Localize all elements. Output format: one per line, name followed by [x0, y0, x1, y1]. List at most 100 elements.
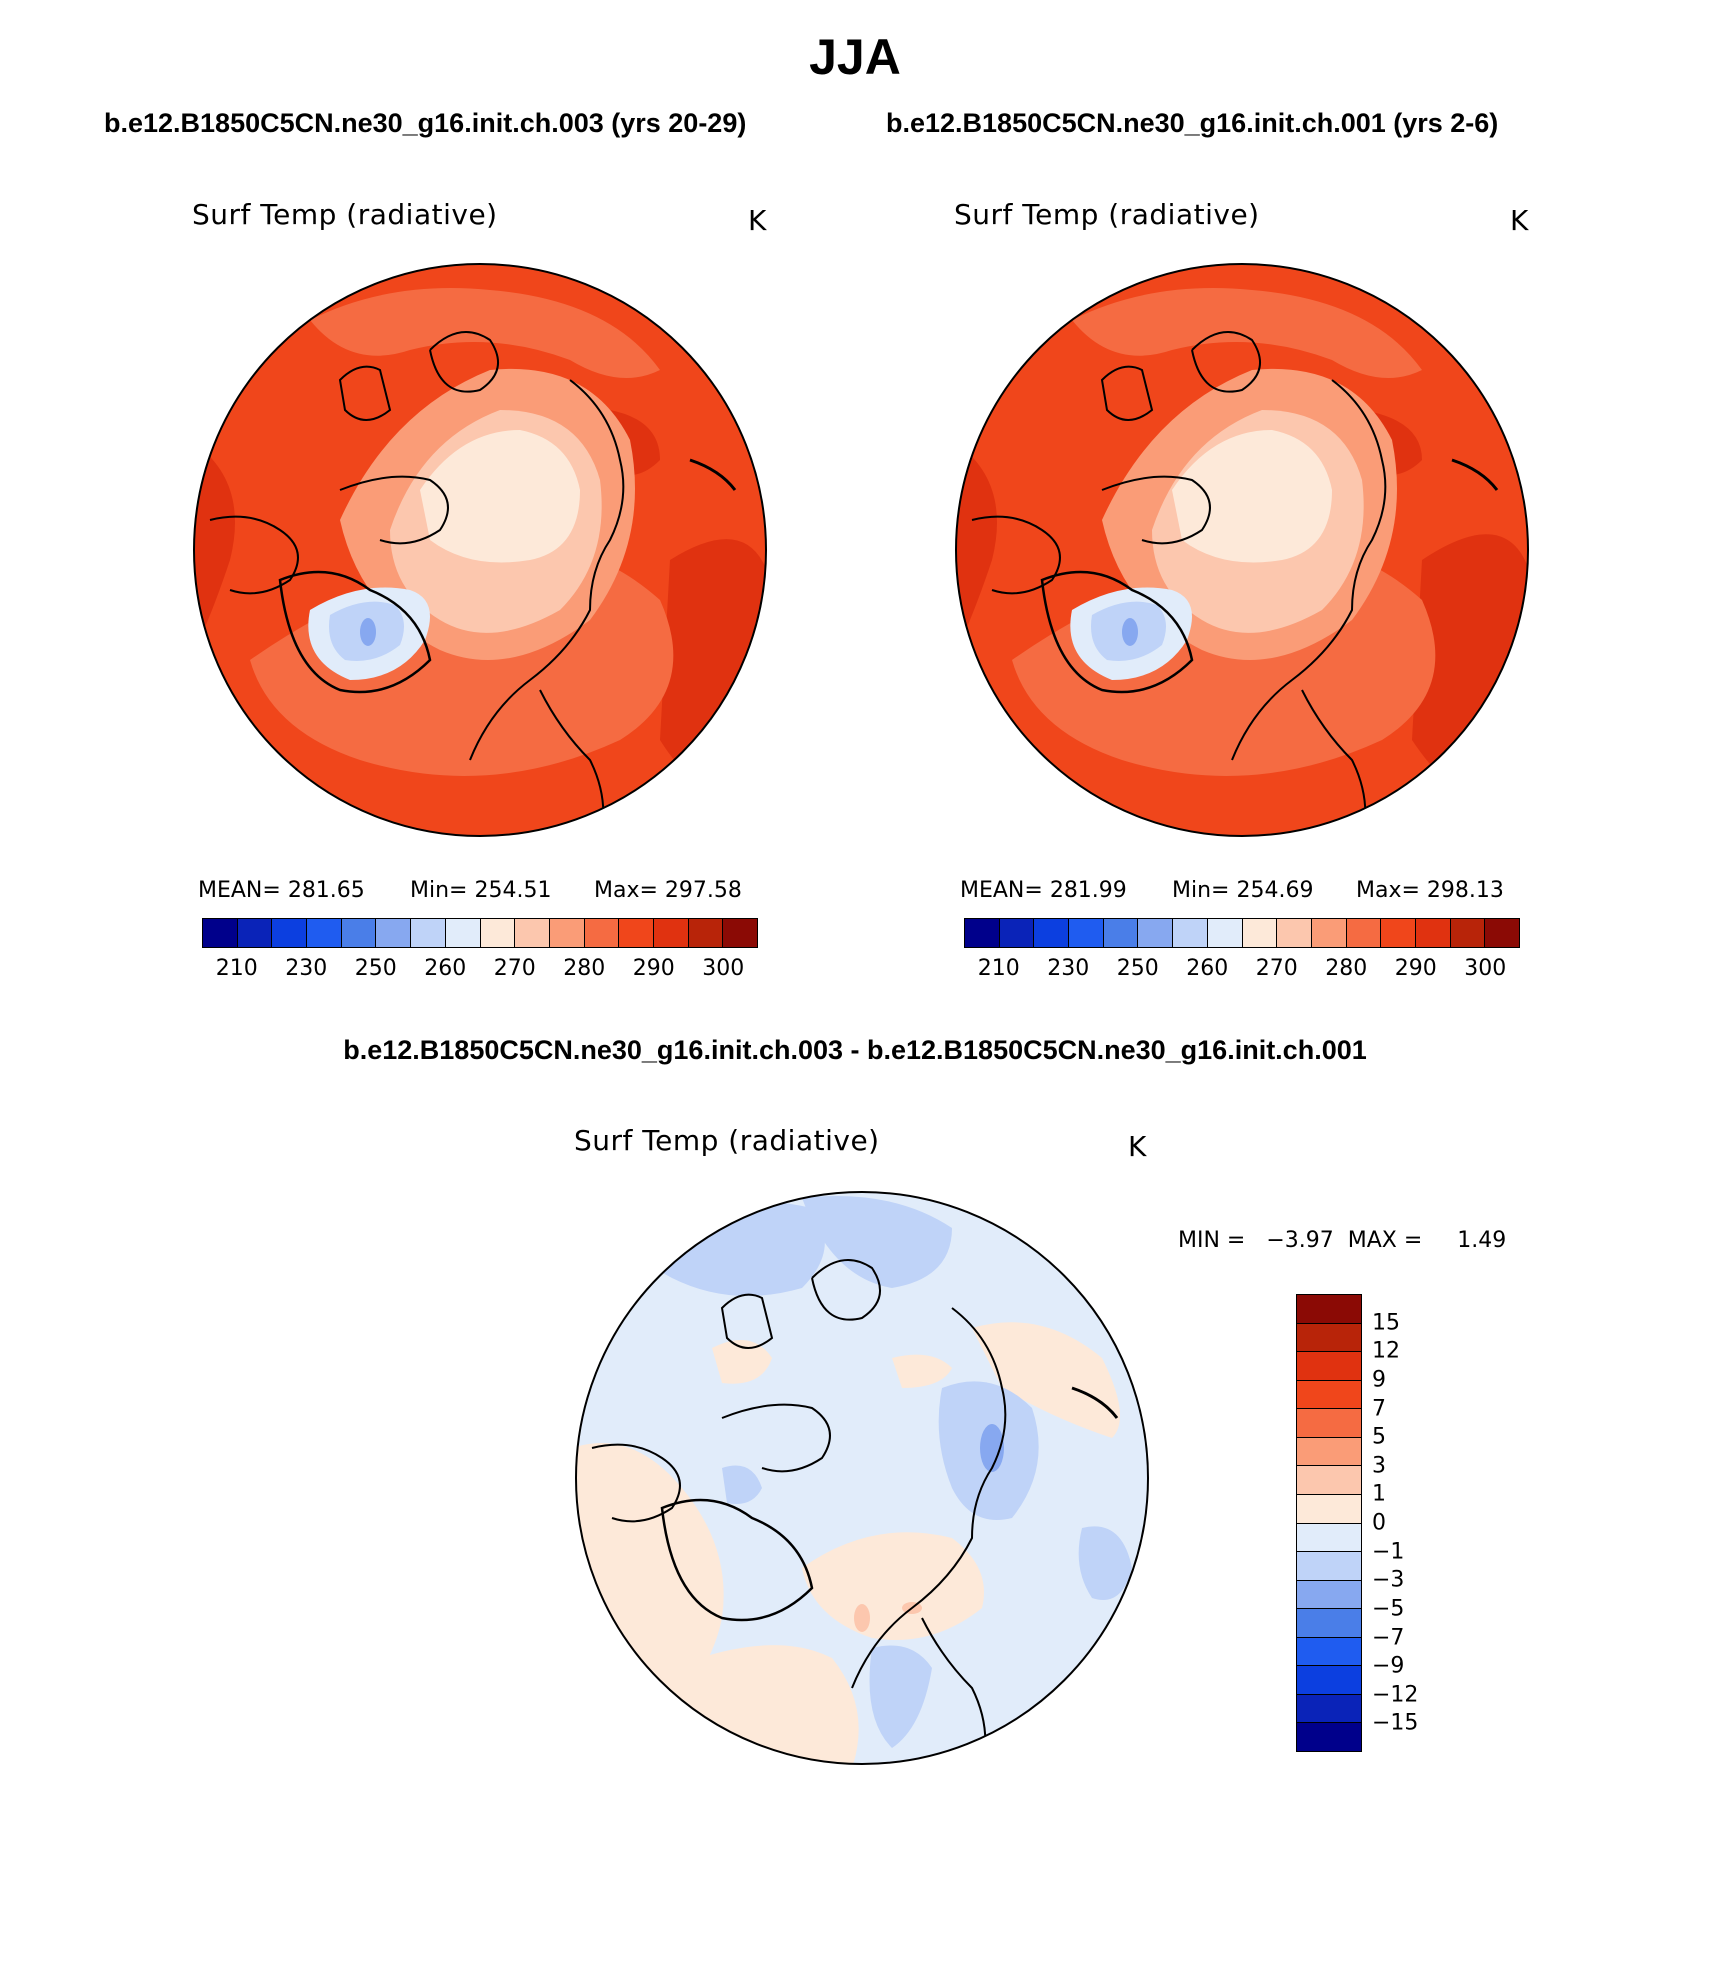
- panel2-case-label: b.e12.B1850C5CN.ne30_g16.init.ch.001 (yr…: [886, 108, 1499, 138]
- colorbar-tick-label: 3: [1372, 1453, 1386, 1479]
- colorbar-tick-label: 280: [563, 956, 606, 981]
- colorbar-segment: [1297, 1666, 1361, 1695]
- colorbar-segment: [1297, 1494, 1361, 1524]
- colorbar-segment: [1297, 1437, 1361, 1467]
- colorbar-segment: [965, 919, 1000, 947]
- colorbar-segment: [1297, 1466, 1361, 1495]
- colorbar-segment: [480, 919, 516, 947]
- colorbar-tick-label: 15: [1372, 1310, 1400, 1336]
- colorbar-segment: [549, 919, 585, 947]
- panel2-max: Max= 298.13: [1356, 878, 1504, 903]
- colorbar-tick-label: 210: [977, 956, 1020, 981]
- panel1-mean: MEAN= 281.65: [198, 878, 365, 903]
- panel2-colorbar: [964, 918, 1520, 948]
- colorbar-tick-label: −9: [1372, 1653, 1405, 1679]
- colorbar-segment: [1311, 919, 1347, 947]
- colorbar-segment: [1297, 1323, 1361, 1353]
- colorbar-segment: [1297, 1694, 1361, 1724]
- colorbar-segment: [1297, 1409, 1361, 1438]
- panel1-case-label: b.e12.B1850C5CN.ne30_g16.init.ch.003 (yr…: [104, 108, 747, 138]
- colorbar-segment: [203, 919, 238, 947]
- panel1-colorbar: [202, 918, 758, 948]
- colorbar-tick-label: 300: [1464, 956, 1507, 981]
- colorbar-segment: [341, 919, 377, 947]
- colorbar-segment: [653, 919, 689, 947]
- colorbar-segment: [1297, 1552, 1361, 1581]
- colorbar-segment: [237, 919, 273, 947]
- diff-units-label: K: [1128, 1130, 1147, 1163]
- colorbar-segment: [1450, 919, 1486, 947]
- panel1-polar-map: [193, 263, 767, 837]
- colorbar-tick-label: 270: [493, 956, 536, 981]
- figure-title: JJA: [809, 29, 901, 85]
- panel1-min: Min= 254.51: [410, 878, 552, 903]
- diff-minmax: MIN = −3.97 MAX = 1.49: [1178, 1228, 1507, 1253]
- colorbar-segment: [1346, 919, 1382, 947]
- colorbar-tick-label: 5: [1372, 1424, 1386, 1450]
- colorbar-tick-label: −7: [1372, 1625, 1405, 1650]
- panel2-colorbar-ticks: 210 230 250 260 270 280 290 300: [964, 956, 1520, 986]
- colorbar-segment: [999, 919, 1035, 947]
- colorbar-tick-label: −3: [1372, 1567, 1405, 1593]
- diff-variable-label: Surf Temp (radiative): [574, 1124, 880, 1157]
- colorbar-tick-label: 7: [1372, 1396, 1386, 1421]
- colorbar-segment: [1415, 919, 1451, 947]
- panel1-variable-label: Surf Temp (radiative): [192, 198, 498, 231]
- colorbar-segment: [1297, 1523, 1361, 1553]
- panel1-units-label: K: [748, 204, 767, 237]
- colorbar-tick-label: −12: [1372, 1682, 1419, 1708]
- colorbar-segment: [1103, 919, 1139, 947]
- colorbar-segment: [1138, 919, 1174, 947]
- colorbar-segment: [1173, 919, 1208, 947]
- colorbar-segment: [584, 919, 620, 947]
- colorbar-tick-label: 9: [1372, 1367, 1386, 1393]
- colorbar-segment: [688, 919, 724, 947]
- colorbar-tick-label: 270: [1255, 956, 1298, 981]
- colorbar-segment: [723, 919, 757, 947]
- colorbar-tick-label: 0: [1372, 1510, 1386, 1536]
- colorbar-tick-label: 210: [215, 956, 258, 981]
- colorbar-segment: [1297, 1723, 1361, 1751]
- colorbar-tick-label: −1: [1372, 1539, 1405, 1565]
- colorbar-tick-label: 260: [424, 956, 467, 981]
- diff-colorbar-ticks: 15 12 9 7 5 3 1 0 −1 −3 −5 −7 −9 −12 −15: [1372, 1294, 1452, 1752]
- panel2-units-label: K: [1510, 204, 1529, 237]
- colorbar-segment: [1069, 919, 1104, 947]
- colorbar-tick-label: 260: [1186, 956, 1229, 981]
- colorbar-tick-label: 300: [702, 956, 745, 981]
- panel1-max: Max= 297.58: [594, 878, 742, 903]
- colorbar-segment: [1297, 1609, 1361, 1638]
- colorbar-segment: [376, 919, 412, 947]
- colorbar-segment: [1207, 919, 1243, 947]
- colorbar-segment: [1297, 1380, 1361, 1410]
- colorbar-segment: [307, 919, 342, 947]
- colorbar-tick-label: 290: [1394, 956, 1437, 981]
- colorbar-segment: [619, 919, 654, 947]
- colorbar-tick-label: 1: [1372, 1481, 1386, 1507]
- colorbar-segment: [1297, 1580, 1361, 1610]
- colorbar-tick-label: −5: [1372, 1596, 1405, 1622]
- panel2-min: Min= 254.69: [1172, 878, 1314, 903]
- colorbar-segment: [411, 919, 446, 947]
- colorbar-segment: [1381, 919, 1416, 947]
- colorbar-segment: [1242, 919, 1278, 947]
- colorbar-segment: [272, 919, 308, 947]
- colorbar-tick-label: 230: [1047, 956, 1090, 981]
- colorbar-tick-label: 280: [1325, 956, 1368, 981]
- colorbar-segment: [1485, 919, 1519, 947]
- colorbar-tick-label: 250: [1116, 956, 1159, 981]
- panel1-colorbar-ticks: 210 230 250 260 270 280 290 300: [202, 956, 758, 986]
- panel2-variable-label: Surf Temp (radiative): [954, 198, 1260, 231]
- colorbar-segment: [1297, 1352, 1361, 1381]
- colorbar-segment: [1297, 1637, 1361, 1667]
- colorbar-segment: [1034, 919, 1070, 947]
- diff-colorbar: [1296, 1294, 1362, 1752]
- colorbar-tick-label: 12: [1372, 1338, 1400, 1364]
- diff-polar-map: [575, 1191, 1149, 1765]
- colorbar-tick-label: 230: [285, 956, 328, 981]
- panel2-polar-map: [955, 263, 1529, 837]
- colorbar-tick-label: 250: [354, 956, 397, 981]
- colorbar-segment: [1277, 919, 1312, 947]
- panel2-mean: MEAN= 281.99: [960, 878, 1127, 903]
- colorbar-tick-label: 290: [632, 956, 675, 981]
